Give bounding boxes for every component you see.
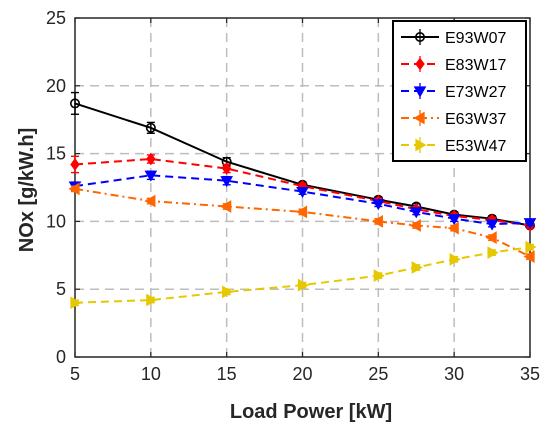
data-point: [146, 152, 156, 166]
data-point: [487, 246, 499, 259]
legend-marker: [414, 31, 425, 42]
legend-item: E53W47: [401, 137, 506, 155]
y-tick-label: 25: [46, 8, 66, 28]
data-point: [295, 205, 308, 219]
y-tick-label: 5: [56, 279, 66, 299]
data-point: [220, 176, 234, 188]
data-point: [371, 215, 383, 228]
x-axis-label: Load Power [kW]: [230, 401, 392, 423]
data-point: [523, 218, 537, 230]
data-point: [373, 269, 385, 283]
y-axis-label: NOx [g/kW.h]: [16, 128, 38, 252]
data-point: [145, 122, 156, 133]
legend-item: E73W27: [401, 83, 506, 101]
data-point: [70, 98, 81, 109]
x-tick-label: 30: [444, 364, 464, 384]
legend-label: E63W37: [445, 111, 506, 128]
data-point: [144, 194, 156, 208]
data-point: [222, 285, 234, 299]
data-point: [525, 240, 537, 254]
legend-marker: [413, 111, 425, 125]
series-line: [74, 158, 531, 227]
data-point: [411, 261, 423, 274]
data-point: [296, 186, 309, 199]
x-tick-label: 5: [70, 364, 80, 384]
data-point: [449, 253, 461, 266]
series-layer: [68, 91, 537, 310]
series-e63w37: [68, 182, 535, 264]
x-tick-label: 15: [217, 364, 237, 384]
legend-item: E83W17: [401, 56, 506, 74]
data-point: [371, 199, 385, 211]
data-point: [144, 170, 158, 182]
legend-marker: [415, 57, 425, 71]
series-line: [74, 187, 531, 258]
legend-marker: [415, 138, 427, 152]
legend-item: E63W37: [401, 110, 506, 128]
data-point: [523, 250, 535, 264]
data-point: [220, 200, 232, 213]
data-point: [68, 182, 80, 196]
legend-item: E93W07: [401, 29, 506, 47]
x-tick-label: 35: [520, 364, 540, 384]
data-point: [485, 219, 499, 231]
data-point: [70, 296, 82, 310]
x-tick-label: 20: [292, 364, 312, 384]
data-point: [485, 231, 497, 245]
data-point: [297, 278, 310, 292]
data-point: [409, 207, 423, 219]
data-point: [447, 221, 459, 235]
legend-label: E83W17: [445, 57, 506, 74]
legend-marker: [413, 86, 427, 98]
data-point: [447, 214, 461, 226]
data-point: [70, 158, 80, 171]
legend-label: E73W27: [445, 84, 506, 101]
data-point: [146, 293, 158, 307]
legend-label: E53W47: [445, 138, 506, 155]
legend-label: E93W07: [445, 30, 506, 47]
x-tick-label: 10: [141, 364, 161, 384]
x-tick-label: 25: [368, 364, 388, 384]
legend-layer: E93W07 E83W17 E73W27 E63W37 E53W47: [392, 20, 527, 162]
y-tick-label: 0: [56, 347, 66, 367]
data-point: [221, 162, 232, 175]
y-tick-label: 20: [46, 76, 66, 96]
data-point: [409, 219, 421, 232]
series-e53w47: [70, 240, 537, 310]
y-tick-label: 15: [46, 144, 66, 164]
y-tick-label: 10: [46, 211, 66, 231]
